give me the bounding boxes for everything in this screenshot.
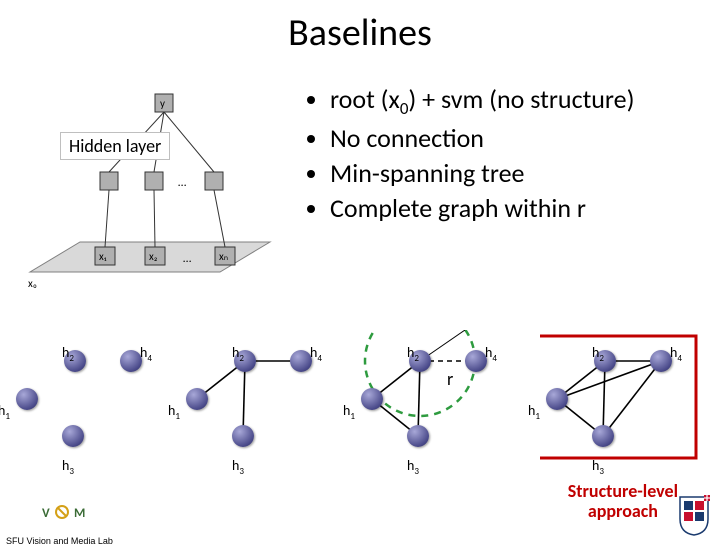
university-crest-icon <box>676 493 712 542</box>
hidden-layer-label: Hidden layer <box>60 132 170 160</box>
graph-diagram-0: h1h2h3h4 <box>10 330 180 460</box>
graph-node-label: h3 <box>62 457 74 477</box>
nn-diagram: x₁ x₂ xₙ … … y x₀ Hidden layer <box>20 82 290 302</box>
vml-logo: V M <box>40 503 100 530</box>
radius-label: r <box>447 368 453 390</box>
graph-node <box>361 388 383 410</box>
svg-text:…: … <box>183 252 191 266</box>
svg-text:x₁: x₁ <box>99 250 107 263</box>
graph-node-label: h1 <box>528 402 540 422</box>
graph-node <box>407 425 429 447</box>
bullet-item: Min-spanning tree <box>330 156 634 191</box>
graph-node <box>592 425 614 447</box>
bullet-item: Complete graph within r <box>330 191 634 226</box>
graph-node-label: h2 <box>592 344 604 364</box>
graphs-row: h1h2h3h4h1h2h3h4h1h2h3h4rh1h2h3h4 <box>10 330 710 490</box>
graph-diagram-2: h1h2h3h4r <box>355 330 525 460</box>
graph-node <box>120 350 142 372</box>
graph-node-label: h1 <box>343 402 355 422</box>
graph-node-label: h2 <box>232 344 244 364</box>
structure-caption: Structure-level approach <box>568 481 678 522</box>
graph-node-label: h3 <box>232 457 244 477</box>
graph-node <box>62 425 84 447</box>
svg-text:…: … <box>178 176 186 190</box>
bullet-item: root (x0) + svm (no structure) <box>330 82 634 121</box>
graph-node-label: h1 <box>0 402 10 422</box>
graph-node-label: h3 <box>592 457 604 477</box>
svg-text:y: y <box>160 97 165 110</box>
caption-line1: Structure-level <box>568 480 678 502</box>
svg-text:V: V <box>42 506 50 521</box>
svg-text:x₂: x₂ <box>149 250 158 263</box>
svg-text:xₙ: xₙ <box>219 250 228 263</box>
nn-svg: x₁ x₂ xₙ … … y x₀ <box>20 82 290 302</box>
graph-node-label: h4 <box>485 344 497 364</box>
bullet-item: No connection <box>330 121 634 156</box>
graph-node-label: h2 <box>62 344 74 364</box>
graph-node <box>546 388 568 410</box>
graph-node-label: h3 <box>407 457 419 477</box>
caption-line2: approach <box>588 500 658 522</box>
graph-node <box>16 388 38 410</box>
graph-diagram-3: h1h2h3h4 <box>540 330 710 460</box>
bullet-list: root (x0) + svm (no structure) No connec… <box>310 82 634 226</box>
graph-node <box>186 388 208 410</box>
graph-node-label: h4 <box>670 344 682 364</box>
graph-node-label: h1 <box>168 402 180 422</box>
graph-node <box>290 350 312 372</box>
graph-node-label: h4 <box>140 344 152 364</box>
graph-node-label: h4 <box>310 344 322 364</box>
graph-node <box>650 350 672 372</box>
footer-lab-label: SFU Vision and Media Lab <box>6 536 113 546</box>
graph-node <box>465 350 487 372</box>
graph-node <box>232 425 254 447</box>
graph-node-label: h2 <box>407 344 419 364</box>
svg-text:M: M <box>74 506 85 521</box>
svg-text:x₀: x₀ <box>28 277 37 290</box>
graph-diagram-1: h1h2h3h4 <box>180 330 350 460</box>
page-title: Baselines <box>0 10 720 56</box>
